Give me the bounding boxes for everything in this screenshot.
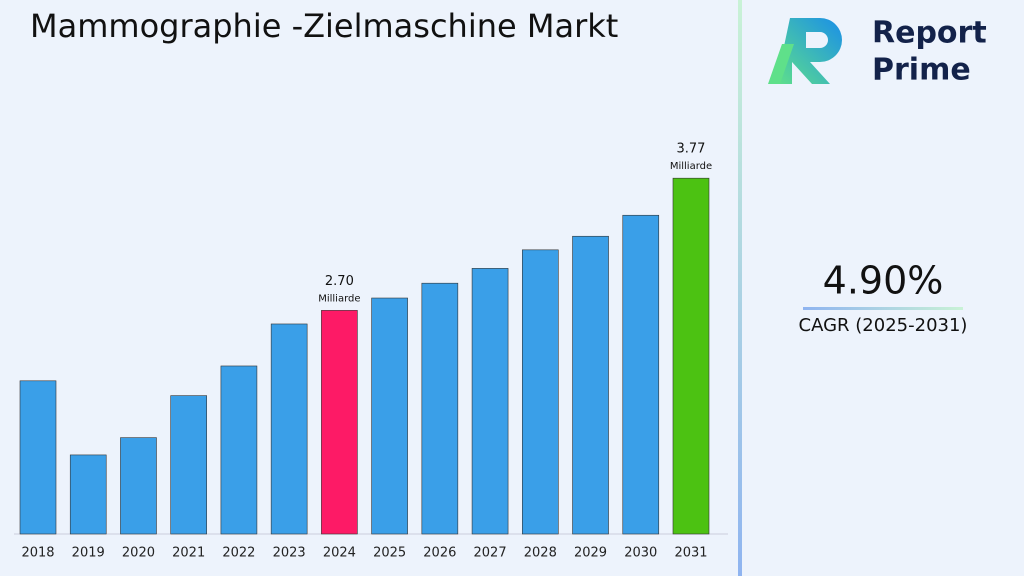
logo-icon	[768, 18, 842, 84]
bar	[69, 454, 107, 535]
value-label: 3.77	[677, 142, 706, 157]
bar	[622, 214, 660, 535]
chart-title: Mammographie -Zielmaschine Markt	[30, 7, 618, 45]
cagr-underline	[803, 307, 963, 310]
x-tick-label: 2024	[323, 546, 356, 561]
x-tick-label: 2031	[674, 546, 707, 561]
logo-text: Prime	[872, 53, 971, 88]
logo-text: Report	[872, 16, 987, 51]
bar	[421, 282, 459, 535]
bar	[521, 249, 559, 535]
value-unit: Milliarde	[670, 161, 712, 172]
x-tick-label: 2027	[474, 546, 507, 561]
bar	[270, 323, 308, 535]
bar	[220, 365, 258, 535]
cagr-value: 4.90%	[823, 259, 944, 303]
bar	[471, 268, 509, 535]
bar	[572, 235, 609, 535]
x-tick-label: 2026	[423, 546, 456, 561]
x-tick-label: 2023	[273, 546, 306, 561]
bar	[672, 177, 710, 535]
bar	[371, 297, 408, 535]
cagr-label: CAGR (2025-2031)	[799, 315, 968, 336]
value-label: 2.70	[325, 274, 354, 289]
x-tick-label: 2021	[172, 546, 205, 561]
bar	[120, 437, 157, 535]
x-tick-label: 2019	[72, 546, 105, 561]
x-tick-label: 2028	[524, 546, 557, 561]
x-tick-label: 2022	[222, 546, 255, 561]
x-tick-label: 2029	[574, 546, 607, 561]
divider	[738, 0, 742, 576]
value-unit: Milliarde	[318, 293, 360, 304]
bar	[19, 380, 57, 535]
bar	[321, 310, 358, 535]
bar	[170, 395, 207, 535]
x-tick-label: 2025	[373, 546, 406, 561]
x-tick-label: 2018	[21, 546, 54, 561]
x-tick-label: 2020	[122, 546, 155, 561]
x-tick-label: 2030	[624, 546, 657, 561]
